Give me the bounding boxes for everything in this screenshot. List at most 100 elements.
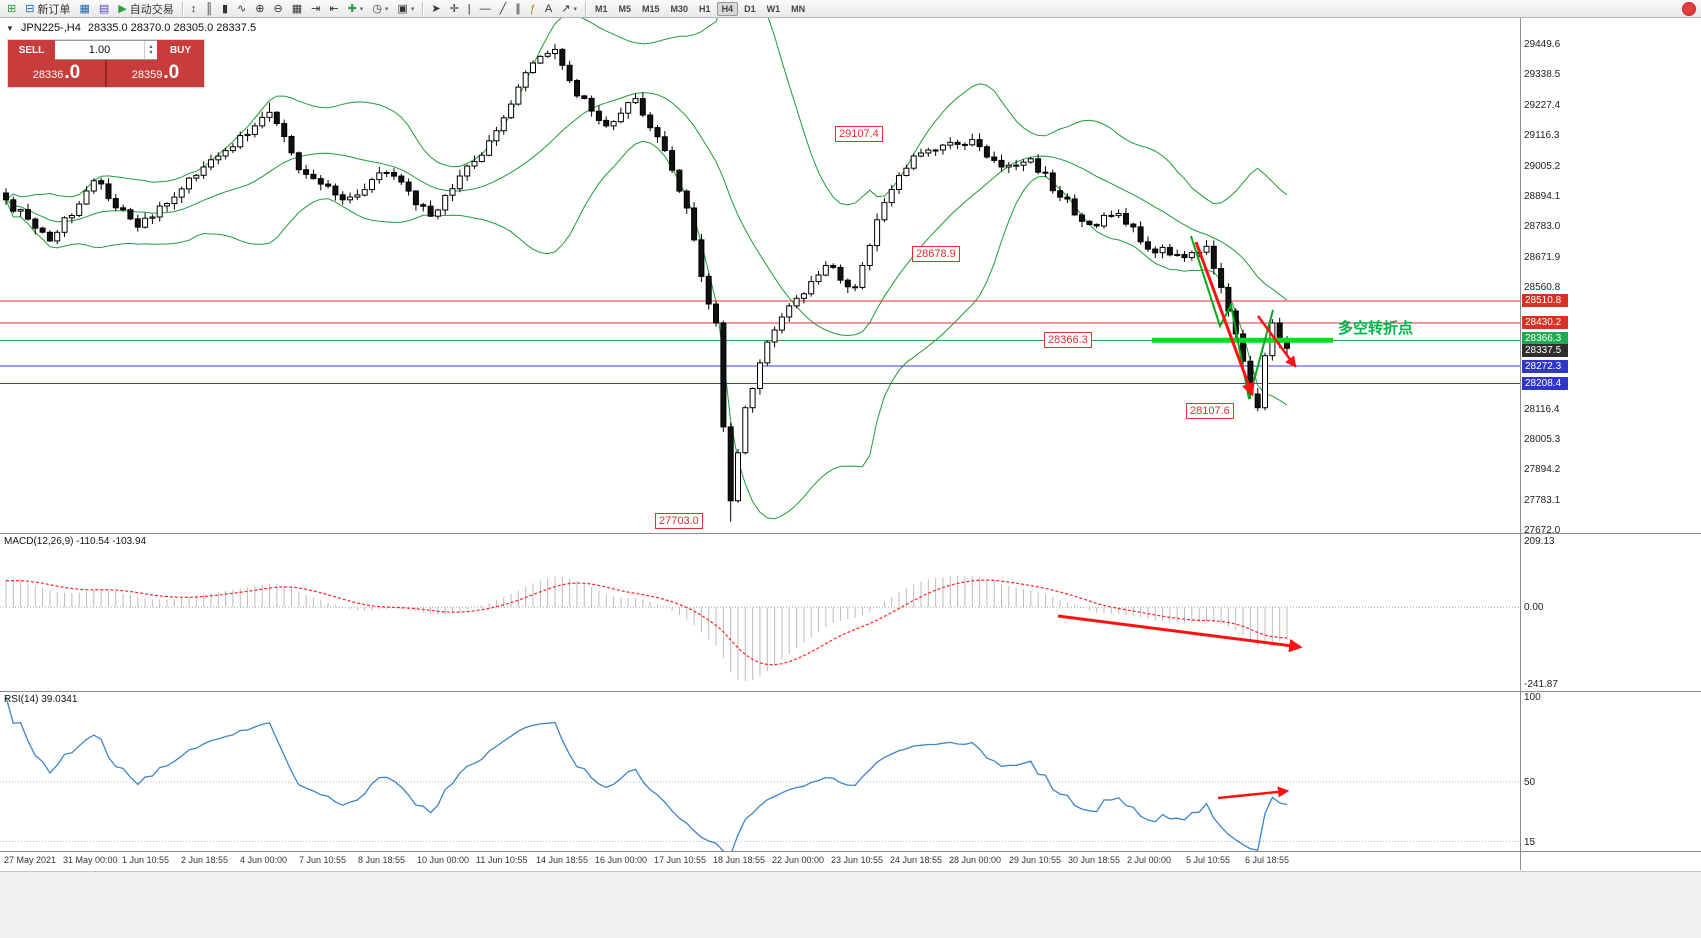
price-callout-label[interactable]: 28678.9 bbox=[912, 246, 960, 262]
price-callout-label[interactable]: 28366.3 bbox=[1044, 332, 1092, 348]
auto-scroll-button[interactable]: ⇥ bbox=[307, 1, 324, 17]
sell-button[interactable]: SELL bbox=[8, 40, 55, 60]
symbol-ohlc: 28335.0 28370.0 28305.0 28337.5 bbox=[87, 22, 257, 34]
sell-price-frac: .0 bbox=[64, 62, 81, 83]
text-button[interactable]: A bbox=[541, 1, 556, 17]
timeframe-m15[interactable]: M15 bbox=[642, 3, 660, 14]
timeframe-h1[interactable]: H1 bbox=[699, 3, 711, 14]
templates-button[interactable]: ▣ ▾ bbox=[393, 1, 418, 17]
channel-button[interactable]: ∥ bbox=[511, 1, 525, 17]
one-click-panel-toggle[interactable]: ▼ bbox=[6, 23, 14, 33]
autotrade-icon: ▶ bbox=[118, 2, 127, 15]
buy-price[interactable]: 28359.0 bbox=[107, 60, 204, 87]
toolbar-separator bbox=[584, 2, 586, 15]
toolbar-separator bbox=[181, 2, 183, 15]
sell-price-main: 28336 bbox=[32, 69, 64, 81]
tile-windows-button[interactable]: ▦ bbox=[288, 1, 306, 17]
new-order-button[interactable]: ⊟ 新订单 bbox=[21, 1, 74, 17]
macd-panel[interactable] bbox=[0, 576, 1520, 681]
zoom-out-button[interactable]: ⊖ bbox=[270, 1, 287, 17]
timeframe-mn[interactable]: MN bbox=[791, 3, 806, 14]
line-chart-icon: ∿ bbox=[237, 2, 247, 15]
timeframe-m30[interactable]: M30 bbox=[670, 3, 689, 14]
rsi-indicator-label: RSI(14) 39.0341 bbox=[4, 694, 78, 705]
notification-icon[interactable] bbox=[1683, 3, 1695, 15]
timeframe-w1[interactable]: W1 bbox=[766, 3, 781, 14]
price-axis-tag: 28366.3 bbox=[1522, 332, 1568, 345]
rsi-panel[interactable] bbox=[0, 696, 1520, 854]
chevron-down-icon: ▾ bbox=[359, 5, 364, 13]
chevron-down-icon: ▾ bbox=[573, 5, 577, 13]
green-zigzag-annotation[interactable] bbox=[1190, 235, 1274, 400]
vertical-line-button[interactable]: | bbox=[464, 1, 475, 17]
macd-signal-line bbox=[6, 579, 1288, 666]
channel-icon: ∥ bbox=[515, 2, 521, 15]
time-axis-label: 14 Jun 18:55 bbox=[536, 855, 589, 865]
time-axis-label: 31 May 00:00 bbox=[63, 855, 118, 865]
bollinger-upper-band bbox=[5, 18, 1288, 206]
timeframe-m5[interactable]: M5 bbox=[618, 3, 632, 14]
volume-input[interactable]: 1.00 ▴ ▾ bbox=[55, 40, 157, 60]
periods-button[interactable]: ◷ ▾ bbox=[368, 1, 392, 17]
line-chart-button[interactable]: ∿ bbox=[233, 1, 250, 17]
time-axis-label: 2 Jul 00:00 bbox=[1127, 855, 1172, 865]
trend-arrow[interactable] bbox=[1256, 315, 1297, 368]
price-axis-label: 29005.2 bbox=[1524, 161, 1561, 172]
indicators-button[interactable]: ✚ ▾ bbox=[344, 1, 368, 17]
tick-chart-icon: ↕ bbox=[190, 2, 197, 15]
new-chart-button[interactable]: ⊞ bbox=[3, 1, 20, 17]
buy-price-frac: .0 bbox=[163, 62, 180, 83]
candlestick-chart-button[interactable]: ▮ bbox=[218, 1, 232, 17]
chart-shift-button[interactable]: ⇤ bbox=[325, 1, 342, 17]
price-axis-label: 28894.1 bbox=[1524, 191, 1561, 202]
trend-arrow[interactable] bbox=[1194, 241, 1255, 397]
rsi-axis-label: 15 bbox=[1524, 837, 1536, 848]
cursor-button[interactable]: ➤ bbox=[427, 1, 444, 17]
time-axis-label: 10 Jun 00:00 bbox=[417, 855, 470, 865]
history-center-button[interactable]: ▤ bbox=[95, 1, 113, 17]
trendline-button[interactable]: ╱ bbox=[496, 1, 511, 17]
crosshair-button[interactable]: ✛ bbox=[446, 1, 463, 17]
bar-chart-button[interactable]: ║ bbox=[201, 1, 217, 17]
buy-price-main: 28359 bbox=[131, 69, 163, 81]
volume-stepper[interactable]: ▴ ▾ bbox=[144, 41, 157, 59]
new-order-icon: ⊟ bbox=[25, 2, 35, 15]
rsi-trend-arrow[interactable] bbox=[1217, 786, 1290, 800]
crosshair-icon: ✛ bbox=[449, 2, 459, 15]
sell-price[interactable]: 28336.0 bbox=[8, 60, 107, 87]
price-axis-label: 28005.3 bbox=[1524, 434, 1561, 445]
periods-icon: ◷ bbox=[372, 2, 382, 15]
macd-indicator-label: MACD(12,26,9) -110.54 -103.94 bbox=[4, 536, 147, 547]
price-axis-label: 28560.8 bbox=[1524, 282, 1561, 293]
time-axis-label: 18 Jun 18:55 bbox=[713, 855, 766, 865]
price-callout-label[interactable]: 27703.0 bbox=[655, 513, 703, 529]
timeframe-d1[interactable]: D1 bbox=[744, 3, 756, 14]
autotrade-button-label: 自动交易 bbox=[129, 3, 174, 16]
time-axis-label: 30 Jun 18:55 bbox=[1068, 855, 1121, 865]
turning-point-annotation[interactable]: 多空转折点 bbox=[1338, 320, 1414, 337]
price-callout-label[interactable]: 28107.6 bbox=[1186, 403, 1234, 419]
history-center-icon: ▤ bbox=[98, 2, 110, 15]
price-axis-label: 29338.5 bbox=[1524, 69, 1561, 80]
symbol-bar: ▼ JPN225-,H4 28335.0 28370.0 28305.0 283… bbox=[6, 22, 256, 34]
fibonacci-button[interactable]: ƒ bbox=[526, 1, 540, 17]
price-axis-tag: 28272.3 bbox=[1522, 360, 1568, 373]
price-panel[interactable] bbox=[0, 0, 1520, 522]
autotrade-button[interactable]: ▶ 自动交易 bbox=[114, 1, 177, 17]
price-axis-label: 28671.9 bbox=[1524, 252, 1561, 263]
rsi-line bbox=[5, 696, 1288, 851]
tick-chart-button[interactable]: ↕ bbox=[187, 1, 201, 17]
arrows-button[interactable]: ↗ ▾ bbox=[557, 1, 581, 17]
zoom-in-button[interactable]: ⊕ bbox=[251, 1, 268, 17]
timeframe-m1[interactable]: M1 bbox=[594, 3, 608, 14]
buy-button[interactable]: BUY bbox=[157, 40, 204, 60]
chevron-down-icon: ▾ bbox=[384, 5, 389, 13]
timeframe-h4[interactable]: H4 bbox=[716, 1, 739, 16]
macd-trend-arrow[interactable] bbox=[1057, 614, 1303, 653]
price-callout-label[interactable]: 29107.4 bbox=[835, 126, 883, 142]
horizontal-line-button[interactable]: — bbox=[476, 1, 495, 17]
open-chart-button[interactable]: ▦ bbox=[75, 1, 93, 17]
bollinger-middle-band bbox=[5, 92, 1288, 337]
